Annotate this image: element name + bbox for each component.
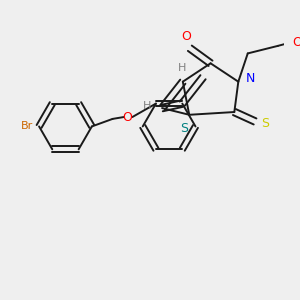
Text: N: N bbox=[246, 72, 255, 86]
Text: H: H bbox=[142, 101, 151, 111]
Text: O: O bbox=[123, 110, 133, 124]
Text: S: S bbox=[181, 122, 188, 135]
Text: S: S bbox=[261, 117, 269, 130]
Text: Br: Br bbox=[21, 122, 33, 131]
Text: O: O bbox=[181, 30, 191, 43]
Text: O: O bbox=[292, 36, 300, 49]
Text: H: H bbox=[178, 63, 186, 74]
